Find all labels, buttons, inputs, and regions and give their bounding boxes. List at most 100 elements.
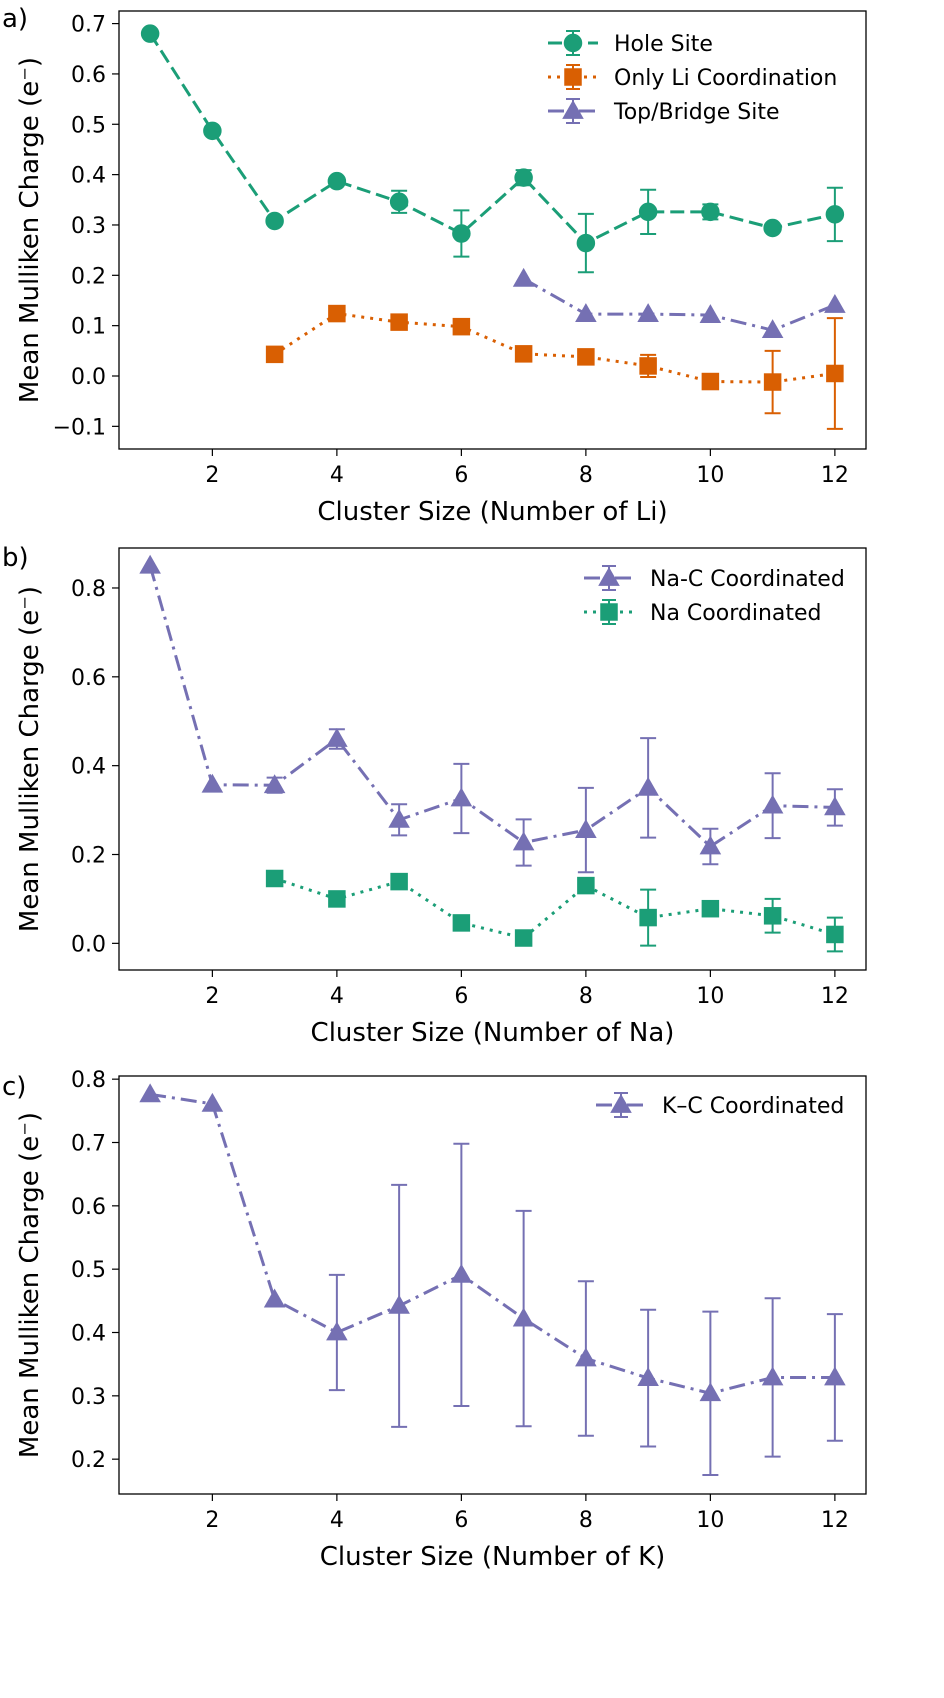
data-point: [699, 1382, 722, 1402]
legend-label: Only Li Coordination: [614, 66, 837, 91]
data-point: [327, 171, 347, 191]
data-point: [701, 372, 720, 391]
data-point: [761, 319, 784, 339]
data-point: [637, 303, 659, 322]
data-point: [763, 907, 782, 925]
data-point: [450, 787, 473, 807]
y-tick-label: 0.5: [71, 1258, 106, 1283]
data-point: [824, 796, 846, 816]
y-tick-label: 0.3: [71, 1385, 106, 1410]
y-tick-label: 0.4: [71, 1322, 106, 1347]
data-point: [512, 267, 535, 287]
data-point: [452, 317, 471, 336]
data-point: [326, 727, 348, 747]
chart-panel-3: c) 2 4 6 8 10 12 0.2 0.3 0.4 0.5 0.6 0.7 0.8 Cluster S…: [2, 1068, 867, 1572]
data-point: [452, 914, 471, 932]
data-point: [203, 121, 222, 141]
data-point: [637, 776, 659, 796]
legend-entry: K–C Coordinated: [596, 1092, 844, 1119]
legend-label: Na Coordinated: [650, 601, 822, 626]
data-point: [761, 794, 784, 814]
data-point: [763, 218, 782, 238]
data-point: [577, 876, 595, 895]
y-tick-label: 0.5: [71, 113, 106, 138]
x-tick-label: 2: [205, 463, 219, 488]
data-point: [514, 345, 533, 363]
chart-panel-2: b) 2 4 6 8 10 12 0.0 0.2 0.4 0.6 0.8 Cluster Size (N…: [2, 543, 867, 1048]
y-tick-label: 0.7: [71, 1132, 106, 1157]
legend-marker: [562, 99, 584, 119]
y-axis-label: Mean Mulliken Charge (e⁻): [15, 57, 45, 403]
series-line: [273, 312, 836, 384]
data-point: [575, 1347, 597, 1367]
x-tick-label: 12: [821, 463, 849, 488]
series-k-c-coordinated: [139, 1083, 846, 1476]
series-line: [149, 1092, 835, 1395]
y-tick-label: 0.2: [71, 1448, 106, 1473]
y-tick-label: 0.8: [71, 1068, 106, 1093]
x-tick-label: 6: [454, 463, 468, 488]
x-tick-label: 4: [330, 984, 344, 1009]
data-point: [389, 192, 409, 212]
x-tick-label: 10: [696, 984, 724, 1009]
data-point: [263, 774, 286, 794]
data-point: [638, 202, 658, 222]
data-point: [326, 1321, 348, 1341]
data-point: [826, 364, 844, 383]
data-point: [826, 925, 844, 944]
series-hole-site: [140, 24, 845, 274]
legend-marker: [563, 33, 583, 53]
x-tick-label: 4: [330, 463, 344, 488]
x-tick-label: 6: [454, 984, 468, 1009]
y-tick-label: 0.2: [71, 844, 106, 869]
y-tick-label: 0.4: [71, 755, 106, 780]
panel-label: b): [2, 543, 29, 573]
legend-entry: Hole Site: [548, 30, 713, 57]
data-point: [265, 869, 284, 888]
y-tick-label: 0.6: [71, 1195, 106, 1220]
legend-entry: Na Coordinated: [584, 599, 822, 626]
data-point: [824, 1366, 846, 1386]
y-tick-label: 0.4: [71, 164, 106, 189]
data-point: [265, 345, 284, 364]
series-na-coordinated: [265, 869, 844, 953]
data-point: [701, 202, 720, 222]
panel-label: c): [2, 1072, 26, 1102]
x-tick-label: 10: [696, 1508, 724, 1533]
data-point: [328, 304, 346, 323]
y-tick-label: −0.1: [53, 415, 106, 440]
data-point: [139, 1083, 161, 1103]
x-tick-label: 12: [821, 1508, 849, 1533]
y-tick-label: 0.1: [71, 315, 106, 340]
series-line: [274, 877, 836, 940]
legend-label: Top/Bridge Site: [613, 100, 779, 125]
x-tick-label: 8: [579, 463, 593, 488]
x-tick-label: 8: [579, 984, 593, 1009]
data-point: [201, 1092, 224, 1112]
data-point: [761, 1366, 784, 1386]
data-point: [699, 304, 722, 323]
data-point: [824, 294, 846, 313]
y-tick-label: 0.3: [71, 214, 106, 239]
x-tick-label: 8: [579, 1508, 593, 1533]
series-na-c-coordinated: [139, 554, 846, 874]
legend-label: Hole Site: [614, 32, 713, 57]
data-point: [575, 303, 597, 322]
x-tick-label: 2: [205, 1508, 219, 1533]
data-point: [140, 24, 160, 43]
series-only-li-coordination: [265, 304, 844, 430]
data-point: [514, 929, 533, 947]
plot-frame: [118, 547, 867, 971]
plot-frame: [118, 10, 867, 450]
y-tick-label: 0.0: [71, 365, 106, 390]
series-line: [522, 277, 836, 332]
y-tick-label: 0.7: [71, 13, 106, 38]
y-tick-label: 0.6: [71, 666, 106, 691]
data-point: [577, 348, 595, 366]
data-point: [576, 233, 596, 253]
data-point: [514, 168, 533, 187]
data-point: [637, 1367, 659, 1386]
y-tick-label: 0.0: [71, 932, 106, 957]
data-point: [763, 373, 782, 391]
